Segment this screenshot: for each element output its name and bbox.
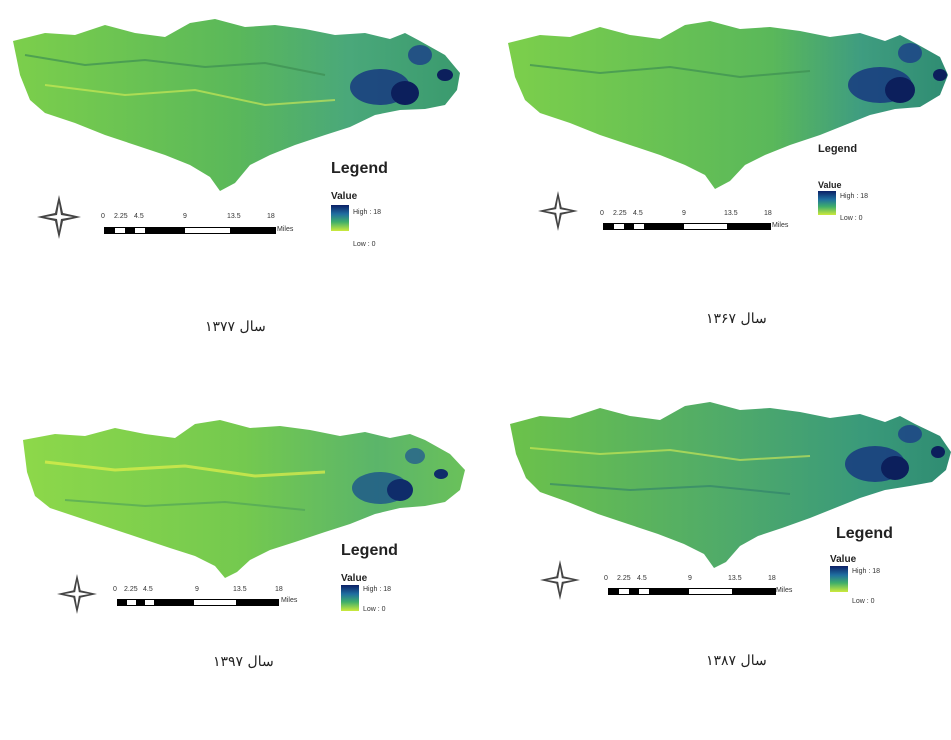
scale-unit-label: Miles <box>776 587 793 594</box>
scale-tick-label: 4.5 <box>143 586 153 593</box>
map-panel-1367: Legend Value High : 18 Low : 0 0 2.25 4.… <box>500 5 951 335</box>
scale-bar-labels: 0 2.25 4.5 9 13.5 18 <box>113 586 293 596</box>
scale-unit-label: Miles <box>281 597 298 604</box>
map-panel-1377: Legend Value High : 18 Low : 0 0 2.25 4.… <box>5 5 475 335</box>
legend-color-ramp <box>818 191 836 215</box>
scale-tick-label: 4.5 <box>134 213 144 220</box>
watershed-map <box>23 420 465 578</box>
scale-bar-labels: 0 2.25 4.5 9 13.5 18 <box>101 213 281 223</box>
map-caption: سال ۱۳۸۷ <box>706 653 767 669</box>
scale-tick-label: 13.5 <box>728 575 742 582</box>
scale-tick-label: 0 <box>604 575 608 582</box>
map-caption: سال ۱۳۷۷ <box>205 319 266 335</box>
scale-tick-label: 13.5 <box>227 213 241 220</box>
compass-rose-icon <box>538 191 578 236</box>
legend-value-label: Value <box>331 191 358 202</box>
legend-high-label: High : 18 <box>840 193 869 200</box>
scale-bar <box>603 223 771 230</box>
scale-unit-label: Miles <box>772 222 789 229</box>
scale-tick-label: 9 <box>688 575 692 582</box>
legend-low-label: Low : 0 <box>353 241 376 248</box>
legend-color-ramp <box>830 566 848 592</box>
scale-tick-label: 13.5 <box>724 210 738 217</box>
scale-tick-label: 9 <box>195 586 199 593</box>
scale-bar <box>104 227 276 234</box>
scale-tick-label: 13.5 <box>233 586 247 593</box>
watershed-area <box>23 420 465 578</box>
scale-tick-label: 0 <box>113 586 117 593</box>
legend-high-label: High : 18 <box>852 568 881 575</box>
scale-unit-label: Miles <box>277 226 294 233</box>
legend-value-label: Value <box>341 573 368 584</box>
legend-color-ramp <box>331 205 349 231</box>
legend-high-label: High : 18 <box>363 586 392 593</box>
map-caption: سال ۱۳۶۷ <box>706 311 767 327</box>
scale-tick-label: 18 <box>267 213 275 220</box>
scale-bar <box>117 599 279 606</box>
scale-tick-label: 4.5 <box>633 210 643 217</box>
watershed-map <box>510 402 951 568</box>
scale-tick-label: 9 <box>183 213 187 220</box>
legend-low-label: Low : 0 <box>852 598 875 605</box>
map-panel-1387: Legend Value High : 18 Low : 0 0 2.25 4.… <box>500 390 951 720</box>
scale-bar <box>608 588 776 595</box>
scale-tick-label: 0 <box>600 210 604 217</box>
legend-low-label: Low : 0 <box>840 215 863 222</box>
scale-tick-label: 0 <box>101 213 105 220</box>
legend-color-ramp <box>341 585 359 611</box>
watershed-map <box>508 21 948 189</box>
scale-tick-label: 18 <box>764 210 772 217</box>
scale-tick-label: 2.25 <box>114 213 128 220</box>
compass-rose-icon <box>37 195 81 244</box>
map-panel-1397: Legend Value High : 18 Low : 0 0 2.25 4.… <box>5 410 475 740</box>
scale-tick-label: 2.25 <box>124 586 138 593</box>
map-caption: سال ۱۳۹۷ <box>213 654 274 670</box>
scale-tick-label: 2.25 <box>613 210 627 217</box>
scale-tick-label: 18 <box>768 575 776 582</box>
legend-title: Legend <box>818 143 858 155</box>
watershed-map <box>13 19 460 191</box>
scale-tick-label: 18 <box>275 586 283 593</box>
scale-tick-label: 2.25 <box>617 575 631 582</box>
legend-value-label: Value <box>818 180 842 190</box>
legend-value-label: Value <box>830 554 857 565</box>
legend-title: Legend <box>341 542 398 559</box>
watershed-area <box>510 402 951 568</box>
legend-high-label: High : 18 <box>353 209 382 216</box>
watershed-area <box>508 21 948 189</box>
legend-title: Legend <box>836 525 893 542</box>
scale-bar-labels: 0 2.25 4.5 9 13.5 18 <box>600 210 780 220</box>
watershed-area <box>13 19 460 191</box>
compass-rose-icon <box>57 574 97 619</box>
legend-title: Legend <box>331 160 388 177</box>
scale-bar-labels: 0 2.25 4.5 9 13.5 18 <box>604 575 784 585</box>
legend-low-label: Low : 0 <box>363 606 386 613</box>
scale-tick-label: 9 <box>682 210 686 217</box>
scale-tick-label: 4.5 <box>637 575 647 582</box>
compass-rose-icon <box>540 560 580 605</box>
